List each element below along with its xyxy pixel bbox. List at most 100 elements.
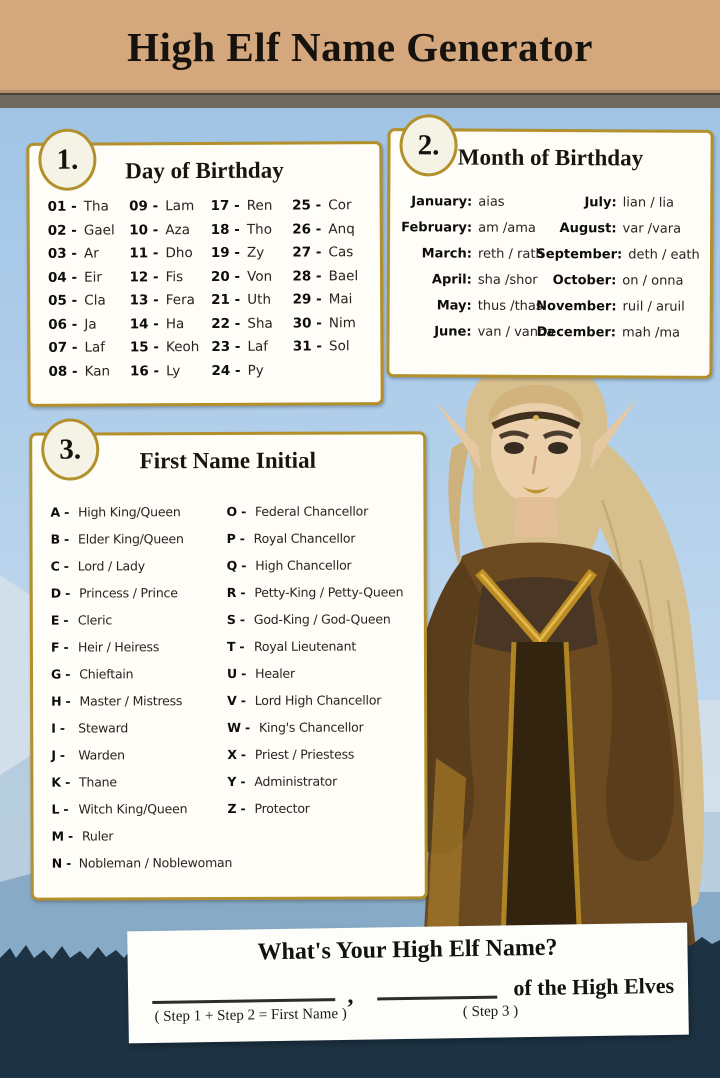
initial-entry-value: High King/Queen: [78, 504, 181, 520]
initial-entry-letter: D: [51, 586, 70, 601]
first-name-blank: [152, 982, 336, 1005]
initial-entry: C Lord / Lady: [51, 558, 227, 586]
month-entry-month: November: [536, 299, 616, 314]
day-entry: 20 Von: [211, 268, 293, 292]
initial-entry-letter: U: [227, 666, 246, 681]
month-entry-value: ruil / aruil: [622, 299, 685, 315]
day-entry-num: 08: [48, 363, 77, 379]
title-blank: [377, 979, 498, 1001]
initial-entry-value: King's Chancellor: [258, 719, 364, 735]
header-divider: [0, 93, 720, 108]
initial-entry-letter: Z: [227, 801, 245, 816]
month-entry-month: September: [536, 247, 622, 262]
day-entry: 18 Tho: [211, 221, 293, 245]
day-entry: 28 Bael: [292, 268, 374, 292]
initial-entry: Y Administrator: [227, 773, 420, 801]
month-entry: November ruil / aruil: [536, 299, 706, 326]
day-entry-num: 22: [211, 315, 240, 331]
day-entry-num: 20: [211, 268, 240, 284]
initial-entry: U Healer: [227, 665, 420, 693]
step2-badge: 2.: [399, 114, 458, 177]
initial-entry: W King's Chancellor: [227, 719, 420, 747]
month-entry: February am /ama: [392, 220, 537, 247]
day-entry-num: 28: [292, 268, 321, 284]
day-entry-value: Nim: [328, 314, 356, 331]
page-title: High Elf Name Generator: [127, 23, 593, 70]
month-entry: August var /vara: [536, 221, 706, 248]
day-entry-num: 16: [130, 363, 159, 379]
initial-entry-letter: N: [52, 856, 70, 871]
month-entry: December mah /ma: [536, 325, 706, 352]
initial-entry-value: Royal Chancellor: [253, 530, 356, 546]
day-entry: 12 Fis: [129, 268, 211, 292]
day-entry-num: 19: [211, 245, 240, 261]
initial-entry-letter: I: [51, 721, 69, 736]
day-entry-num: 06: [48, 316, 77, 332]
day-entry-value: Ly: [166, 362, 181, 379]
initial-entry: G Chieftain: [51, 666, 227, 694]
day-entry-num: 31: [293, 338, 322, 354]
initial-entry-letter: X: [227, 747, 246, 762]
initial-entry-letter: Y: [227, 774, 245, 789]
initial-entry-letter: G: [51, 667, 70, 682]
day-entry: 26 Anq: [292, 221, 374, 245]
day-entry-num: 30: [293, 315, 322, 331]
elf-eye-right: [548, 442, 568, 454]
day-entry: 08 Kan: [48, 363, 130, 387]
initial-entry-value: Lord High Chancellor: [254, 692, 382, 708]
day-entry-value: Aza: [165, 221, 191, 238]
initial-entry-value: Ruler: [81, 828, 114, 844]
initial-entry-letter: K: [51, 775, 70, 790]
elf-hair-strand-left: [448, 436, 472, 572]
month-entry-month: August: [537, 221, 617, 236]
initial-list: A High King/Queen B Elder King/Queen C Lord /…: [32, 473, 424, 888]
initial-entry: R Petty-King / Petty-Queen: [227, 584, 420, 612]
day-entry-value: Cor: [328, 197, 352, 214]
elf-bangs: [488, 385, 584, 424]
month-entry-month: March: [392, 246, 472, 261]
initial-entry-value: Master / Mistress: [79, 693, 183, 709]
day-entry-value: Ha: [165, 315, 185, 332]
month-entry: Junevan / vanna: [391, 324, 554, 351]
day-entry-num: 10: [129, 222, 158, 238]
initial-entry-value: Steward: [78, 720, 129, 736]
elf-nose: [531, 455, 538, 475]
step1-day-of-birthday-box: 1. Day of Birthday 01Tha02Gael03Ar04Eir0…: [26, 128, 384, 407]
day-entry-value: Anq: [328, 220, 355, 237]
initial-entry-letter: Q: [227, 558, 247, 573]
day-entry-value: Tha: [83, 198, 109, 215]
day-entry-value: Eir: [84, 269, 103, 286]
elf-eye-left: [504, 442, 524, 454]
day-entry-value: Ar: [83, 245, 99, 262]
initial-entry: V Lord High Chancellor: [227, 692, 420, 720]
initial-entry: I Steward: [51, 720, 227, 748]
month-entry-month: February: [392, 220, 472, 235]
month-entry-value: var /vara: [622, 221, 682, 237]
day-entry: 27 Cas: [292, 244, 374, 268]
day-entry-value: Kan: [84, 362, 111, 380]
day-entry-num: 09: [129, 198, 158, 214]
day-entry-value: Zy: [246, 244, 265, 261]
initial-entry-value: Petty-King / Petty-Queen: [254, 584, 404, 600]
day-entry-num: 17: [211, 198, 240, 214]
initial-entry: B Elder King/Queen: [51, 531, 227, 559]
elf-lips: [523, 487, 549, 494]
initial-entry-value: Cleric: [77, 612, 113, 628]
month-entry-value: am /ama: [478, 220, 536, 236]
month-entry-value: aias: [478, 194, 505, 210]
day-entry: 16 Ly: [130, 362, 212, 386]
elf-ear-left: [436, 402, 482, 472]
day-entry-value: Py: [247, 362, 264, 379]
day-entry-value: Fera: [165, 292, 195, 309]
initial-entry: E Cleric: [51, 612, 227, 640]
day-entry: 23 Laf: [211, 339, 293, 363]
day-entry-value: Uth: [247, 291, 272, 308]
day-entry: 01 Tha: [48, 198, 130, 222]
day-entry-value: Lam: [165, 198, 195, 215]
day-entry: 22 Sha: [211, 315, 293, 339]
elf-vneck-gold-highlight: [479, 573, 593, 643]
day-entry: 17 Ren: [211, 198, 293, 222]
month-list: January aias February am /ama March reth / ra…: [389, 170, 710, 358]
initial-entry: P Royal Chancellor: [227, 530, 420, 558]
